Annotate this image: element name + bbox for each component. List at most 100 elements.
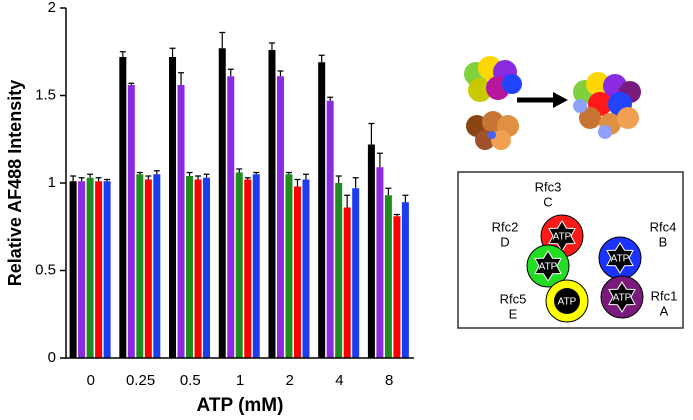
bar bbox=[103, 181, 111, 358]
error-bar bbox=[376, 152, 383, 168]
bar bbox=[352, 188, 360, 358]
error-bar bbox=[236, 168, 243, 173]
error-bar bbox=[119, 51, 126, 57]
bar bbox=[343, 207, 351, 358]
bar bbox=[335, 183, 343, 358]
bar bbox=[326, 100, 334, 358]
bar bbox=[302, 179, 310, 358]
atp-star bbox=[606, 242, 634, 274]
x-axis-label: ATP (mM) bbox=[197, 395, 284, 416]
atp-label: ATP bbox=[558, 297, 577, 308]
atp-circle bbox=[554, 288, 580, 314]
atp-star bbox=[608, 281, 636, 313]
atp-label: ATP bbox=[611, 254, 630, 265]
error-bar bbox=[186, 171, 193, 176]
bar bbox=[169, 57, 177, 358]
error-bar bbox=[104, 178, 111, 182]
error-bar bbox=[70, 175, 77, 182]
error-bar bbox=[318, 54, 325, 63]
bar bbox=[95, 181, 103, 358]
y-tick-label: 0 bbox=[48, 349, 56, 366]
error-bar bbox=[294, 178, 301, 187]
bar bbox=[384, 195, 392, 358]
error-bar bbox=[302, 173, 309, 180]
complex-before bbox=[464, 56, 522, 150]
error-bar bbox=[244, 177, 251, 180]
subunit-letter: C bbox=[543, 194, 552, 209]
bar bbox=[194, 179, 202, 358]
y-axis-label: Relative AF488 Intensity bbox=[5, 80, 25, 286]
error-bar bbox=[95, 177, 102, 182]
error-bar bbox=[227, 68, 234, 77]
bar bbox=[153, 174, 161, 358]
complex-after bbox=[573, 72, 641, 139]
bar bbox=[69, 181, 77, 358]
plot: 0 0.5 1 1.5 2 0 0.25 0.5 1 2 4 8 bbox=[35, 0, 414, 389]
error-bar bbox=[145, 175, 152, 180]
error-bar bbox=[136, 171, 143, 175]
bar bbox=[186, 176, 194, 358]
atp-label: ATP bbox=[539, 262, 558, 273]
bar bbox=[401, 202, 409, 358]
axes bbox=[65, 8, 414, 359]
subunit-name: Rfc3 bbox=[535, 179, 562, 194]
error-bar bbox=[327, 96, 334, 101]
bar bbox=[276, 76, 284, 358]
bar bbox=[119, 57, 127, 358]
error-bar bbox=[178, 72, 185, 85]
error-bar bbox=[253, 171, 260, 175]
bar bbox=[227, 76, 235, 358]
subunit-letter: D bbox=[500, 234, 509, 249]
atp-star bbox=[534, 250, 562, 282]
x-tick-label: 4 bbox=[335, 372, 343, 389]
atp-label: ATP bbox=[553, 232, 572, 243]
error-bar bbox=[335, 175, 342, 183]
error-bar bbox=[277, 70, 284, 77]
error-bar bbox=[153, 170, 160, 175]
subunit-letter: A bbox=[660, 303, 669, 318]
bar bbox=[218, 48, 226, 358]
error-bar bbox=[385, 187, 392, 196]
error-bar bbox=[285, 171, 292, 175]
subunit-letter: E bbox=[509, 306, 518, 321]
arrow bbox=[517, 92, 568, 108]
y-tick-label: 2 bbox=[48, 0, 56, 16]
subunit-name: Rfc5 bbox=[500, 291, 527, 306]
bar bbox=[285, 174, 293, 358]
x-tick-label: 8 bbox=[385, 372, 393, 389]
y-tick-label: 1 bbox=[48, 174, 56, 191]
bar bbox=[136, 174, 144, 358]
x-tick-label: 0 bbox=[87, 372, 95, 389]
error-bar bbox=[203, 173, 210, 178]
bar bbox=[144, 179, 152, 358]
bar bbox=[86, 177, 94, 358]
y-tick-label: 0.5 bbox=[35, 261, 56, 278]
x-tick-label: 0.25 bbox=[126, 372, 155, 389]
error-bar bbox=[169, 47, 176, 57]
bar bbox=[393, 216, 401, 358]
bar bbox=[367, 144, 375, 358]
error-bar bbox=[87, 173, 94, 178]
error-bar bbox=[268, 42, 275, 50]
atp-label: ATP bbox=[613, 293, 632, 304]
error-bar bbox=[195, 175, 202, 180]
bar bbox=[177, 85, 185, 358]
bar bbox=[318, 62, 326, 358]
error-bar bbox=[219, 31, 226, 49]
x-tick-label: 1 bbox=[236, 372, 244, 389]
error-bar bbox=[368, 122, 375, 145]
error-bar bbox=[393, 213, 400, 217]
bar bbox=[268, 50, 276, 358]
bar bbox=[244, 179, 252, 358]
bar bbox=[252, 174, 260, 358]
error-bar bbox=[402, 194, 409, 203]
y-tick-label: 1.5 bbox=[35, 86, 56, 103]
bar bbox=[235, 172, 243, 358]
bar bbox=[78, 181, 86, 358]
subunit-name: Rfc1 bbox=[651, 288, 678, 303]
bar bbox=[376, 167, 384, 358]
bar bbox=[293, 186, 301, 358]
error-bar bbox=[78, 177, 85, 182]
